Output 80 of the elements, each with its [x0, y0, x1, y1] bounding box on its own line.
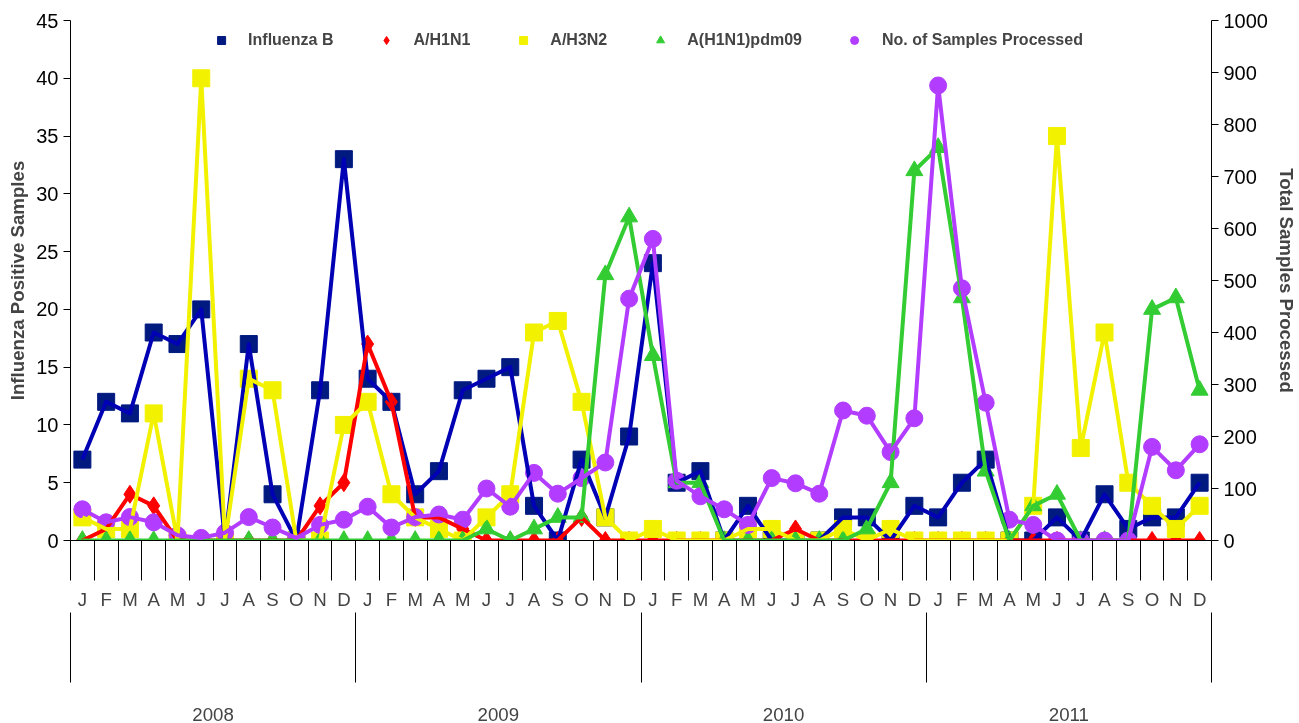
x-tick-label: A: [242, 588, 256, 610]
x-tick-label: M: [1025, 588, 1041, 610]
x-tick-label: A: [717, 588, 731, 610]
x-tick-label: M: [977, 588, 994, 610]
x-tick-label: D: [907, 588, 922, 610]
y-axis-title: Influenza Positive Samples: [7, 160, 29, 401]
x-tick-label: O: [1144, 588, 1160, 610]
x-tick-label: J: [77, 588, 88, 610]
x-tick-label: A: [813, 588, 827, 610]
legend-label: A/H3N2: [550, 31, 608, 49]
x-tick-label: J: [933, 588, 943, 610]
legend-label: No. of Samples Processed: [881, 31, 1083, 49]
y2-tick-label: 700: [1223, 165, 1257, 188]
x-tick-label: F: [100, 588, 112, 610]
y2-tick-label: 0: [1223, 529, 1235, 552]
y-tick-label: 45: [36, 9, 59, 32]
x-tick-label: A: [432, 588, 446, 610]
x-tick-label: M: [740, 588, 756, 610]
legend-label: A(H1N1)pdm09: [687, 31, 802, 49]
x-tick-label: S: [1122, 588, 1135, 610]
legend-label: A/H1N1: [413, 31, 471, 49]
y2-tick-label: 300: [1223, 373, 1257, 396]
x-tick-label: F: [670, 588, 683, 610]
x-tick-label: J: [481, 588, 492, 610]
x-tick-label: A: [527, 588, 541, 610]
x-tick-label: D: [337, 588, 351, 610]
y2-tick-label: 500: [1223, 269, 1257, 292]
y2-tick-label: 600: [1223, 217, 1257, 240]
x-tick-label: J: [196, 588, 206, 610]
y-tick-label: 10: [36, 413, 59, 436]
x-tick-label: M: [122, 588, 138, 610]
x-tick-label: S: [551, 588, 565, 610]
y-tick-label: 15: [36, 356, 59, 379]
x-tick-label: N: [883, 588, 898, 610]
y-tick-label: 0: [47, 529, 59, 552]
x-tick-label: J: [1052, 588, 1062, 610]
y-tick-label: 25: [36, 240, 59, 263]
x-tick-label: S: [836, 588, 850, 610]
x-tick-label: F: [956, 588, 968, 610]
y-tick-label: 20: [36, 298, 59, 321]
y-tick-label: 35: [36, 125, 59, 148]
x-tick-label: O: [859, 588, 875, 610]
x-tick-label: M: [407, 588, 423, 610]
x-tick-label: N: [598, 588, 613, 610]
y-tick-label: 5: [47, 471, 59, 494]
y-tick-label: 30: [36, 182, 59, 205]
x-tick-label: S: [266, 588, 279, 610]
y2-tick-label: 100: [1223, 477, 1257, 500]
y2-tick-label: 1000: [1223, 9, 1268, 32]
x-tick-label: F: [385, 588, 398, 610]
x-tick-label: D: [1192, 588, 1207, 610]
x-tick-label: J: [362, 588, 373, 610]
y2-tick-label: 900: [1223, 61, 1257, 84]
x-tick-label: A: [1003, 588, 1017, 610]
x-tick-label: D: [622, 588, 636, 610]
x-tick-label: M: [169, 588, 186, 610]
y2-tick-label: 800: [1223, 113, 1257, 136]
x-tick-label: M: [454, 588, 471, 610]
text: 2010: [762, 703, 805, 723]
y2-axis-title: Total Samples Processed: [1275, 168, 1297, 393]
text: 2011: [1048, 703, 1089, 723]
x-tick-label: O: [574, 588, 589, 610]
x-tick-label: N: [313, 588, 327, 610]
text: 2008: [192, 703, 234, 723]
x-tick-label: J: [220, 588, 230, 610]
x-tick-label: J: [505, 588, 515, 610]
y2-tick-label: 200: [1223, 425, 1257, 448]
x-tick-label: M: [692, 588, 709, 610]
x-tick-label: A: [1098, 588, 1112, 610]
legend-label: Influenza B: [248, 31, 334, 49]
x-tick-label: J: [790, 588, 801, 610]
y-tick-label: 40: [36, 67, 59, 90]
y2-tick-label: 400: [1223, 321, 1257, 344]
x-tick-label: O: [289, 588, 304, 610]
x-tick-label: J: [648, 588, 658, 610]
x-tick-label: J: [1076, 588, 1086, 610]
x-tick-label: A: [147, 588, 161, 610]
x-tick-label: J: [767, 588, 777, 610]
text: 2009: [477, 703, 520, 723]
x-tick-label: N: [1169, 588, 1183, 610]
